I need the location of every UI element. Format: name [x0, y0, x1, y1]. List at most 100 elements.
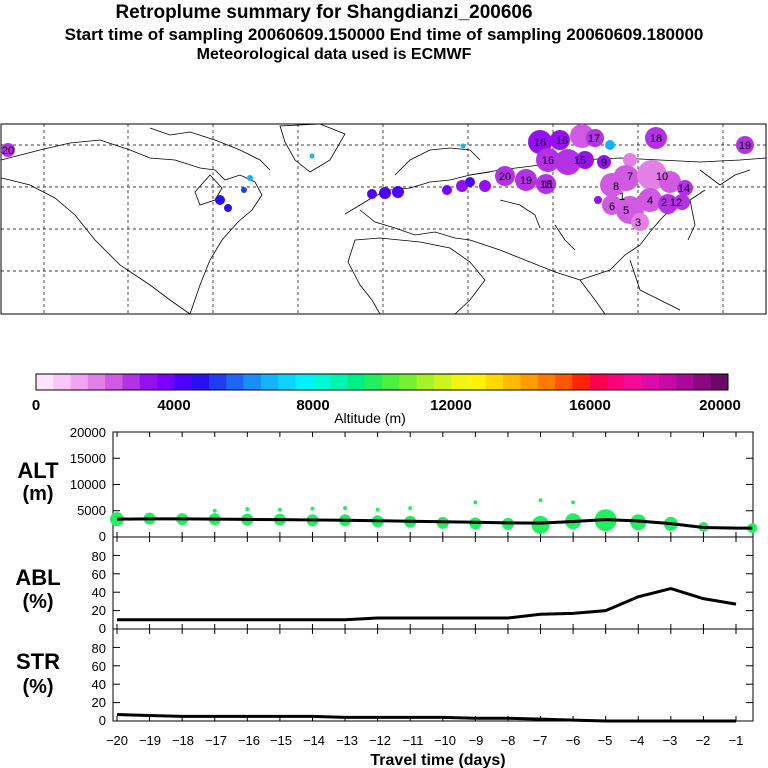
alt-upper-point	[343, 506, 348, 511]
plume-day-label: 2	[661, 197, 667, 209]
colorbar-cell	[399, 374, 417, 390]
plume-day-label: 4	[647, 195, 653, 207]
plume-day-label: 19	[739, 140, 751, 152]
str-ytick-label: 40	[92, 677, 106, 692]
str-y-ticks: 0 20 40 60 80	[92, 641, 106, 728]
colorbar-tick-label: 4000	[157, 397, 190, 414]
abl-ytick-label: 20	[92, 603, 106, 618]
colorbar-cell	[278, 374, 296, 390]
plume-puff	[1, 143, 15, 157]
plume-day-label: 10	[656, 171, 668, 183]
x-tick-label: −14	[303, 733, 325, 748]
colorbar-cell	[226, 374, 244, 390]
str-panel-label: STR	[16, 649, 60, 674]
alt-upper-point	[375, 507, 380, 512]
plume-puff	[594, 196, 602, 204]
colorbar-cell	[624, 374, 642, 390]
colorbar-cell	[87, 374, 106, 390]
x-tick-label: −17	[205, 733, 227, 748]
plume-puff	[586, 129, 604, 147]
colorbar-tick-label: 8000	[296, 397, 329, 414]
abl-ytick-label: 80	[92, 549, 106, 564]
plume-day-label: 16	[556, 135, 568, 147]
plume-day-label: 6	[609, 201, 615, 213]
plume-puff	[613, 165, 639, 191]
x-tick-label: −20	[106, 733, 128, 748]
abl-ytick-label: 0	[99, 621, 106, 636]
colorbar-cell	[243, 374, 262, 390]
plume-puff	[241, 187, 247, 193]
x-tick-label: −19	[139, 733, 161, 748]
plume-day-label: 5	[623, 205, 629, 217]
colorbar-cell	[485, 374, 504, 390]
colorbar-cell	[364, 374, 383, 390]
colorbar-cells	[36, 374, 729, 390]
x-tick-label: −3	[663, 733, 678, 748]
plume-puff	[645, 127, 667, 149]
colorbar-axis-label: Altitude (m)	[334, 410, 406, 426]
plume-day-label: 16	[542, 155, 554, 167]
map-coastlines	[0, 123, 767, 315]
sampling-time-line: Start time of sampling 20060609.150000 E…	[64, 25, 704, 44]
plume-day-label: 17	[588, 133, 600, 145]
str-ytick-label: 0	[99, 713, 106, 728]
plume-day-label: 11	[542, 179, 553, 191]
str-panel-unit: (%)	[22, 676, 53, 698]
plume-puff	[674, 194, 690, 210]
abl-ytick-label: 40	[92, 585, 106, 600]
plume-day-label: 20	[499, 171, 511, 183]
plume-day-label: 16	[534, 137, 546, 149]
colorbar-tick-label: 12000	[430, 397, 472, 414]
alt-upper-point	[245, 507, 250, 512]
series-line	[116, 713, 736, 723]
alt-upper-point	[473, 500, 478, 505]
met-data-line: Meteorological data used is ECMWF	[196, 46, 472, 63]
colorbar-cell	[710, 374, 729, 390]
alt-upper-point	[212, 508, 217, 513]
x-tick-label: −1	[729, 733, 744, 748]
plume-day-label: 7	[627, 171, 633, 183]
colorbar-cell	[174, 374, 192, 390]
colorbar-cell	[572, 374, 590, 390]
x-axis-label: Travel time (days)	[370, 752, 505, 768]
plume-puff	[631, 213, 649, 231]
plume-day-label: 19	[520, 175, 532, 187]
colorbar-cell	[589, 374, 608, 390]
colorbar-cell	[416, 374, 435, 390]
abl-frame	[112, 536, 754, 630]
colorbar-cell	[641, 374, 660, 390]
plume-day-label: 9	[601, 157, 607, 169]
colorbar-cell	[36, 374, 54, 390]
abl-panel-label: ABL	[15, 565, 60, 590]
str-ytick-label: 20	[92, 695, 106, 710]
plume-day-label: 18	[650, 133, 662, 145]
colorbar-cell	[260, 374, 279, 390]
colorbar-cell	[295, 374, 314, 390]
plume-labels: 20 19 18 16 17 16 16 15 14 12 11 10 9 8 …	[2, 133, 751, 229]
plume-puff	[442, 185, 452, 195]
alt-ytick-label: 15000	[70, 451, 106, 466]
colorbar-cell	[503, 374, 521, 390]
colorbar-frame	[35, 373, 729, 391]
plume-puff	[555, 149, 581, 175]
map-frame	[0, 123, 767, 315]
plume-puff	[736, 136, 754, 154]
plume-puff	[536, 148, 560, 172]
colorbar-cell	[70, 374, 89, 390]
plume-puff	[479, 180, 491, 192]
colorbar-tick-label: 0	[32, 397, 40, 414]
colorbar-cell	[658, 374, 677, 390]
plume-day-label: 20	[2, 145, 14, 157]
plume-puff	[677, 180, 693, 196]
x-tick-label: −4	[630, 733, 645, 748]
colorbar-cell	[433, 374, 452, 390]
plume-puff	[460, 143, 466, 149]
colorbar-cell	[555, 374, 573, 390]
x-axis-ticks: −20 −19 −18 −17 −16 −15 −14 −13 −12 −11 …	[106, 733, 743, 748]
colorbar-cell	[520, 374, 538, 390]
colorbar-cell	[53, 374, 71, 390]
plume-puff	[379, 187, 391, 199]
x-tick-label: −9	[469, 733, 484, 748]
colorbar-cell	[312, 374, 331, 390]
x-tick-label: −10	[434, 733, 456, 748]
